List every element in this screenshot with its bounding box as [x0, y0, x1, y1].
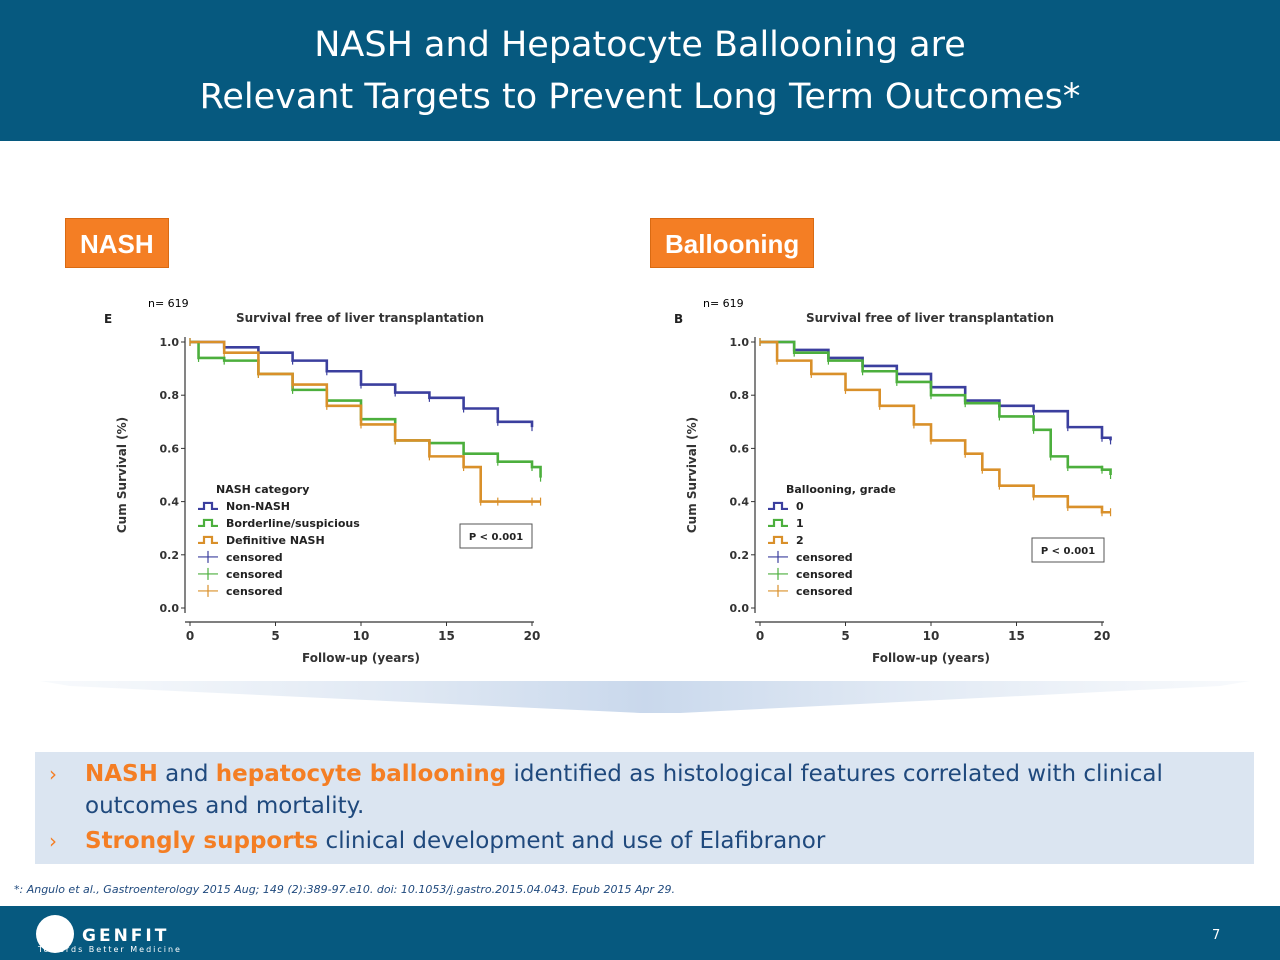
chart-title: Survival free of liver transplantation — [236, 311, 484, 325]
legend-label: censored — [796, 551, 853, 564]
legend-label: censored — [226, 568, 283, 581]
bullet-item: › NASH and hepatocyte ballooning identif… — [49, 758, 1245, 790]
y-tick-label: 0.6 — [160, 442, 180, 455]
x-tick-label: 10 — [923, 629, 940, 643]
x-tick-label: 20 — [1094, 629, 1111, 643]
bullet-item: › Strongly supports clinical development… — [49, 825, 1245, 857]
ballooning-survival-chart: B Survival free of liver transplantation 0… — [670, 305, 1120, 675]
x-axis-title: Follow-up (years) — [872, 651, 990, 665]
legend-label: censored — [796, 585, 853, 598]
x-tick-label: 5 — [841, 629, 849, 643]
legend-label: Definitive NASH — [226, 534, 325, 547]
company-logo: GENFIT — [82, 926, 170, 946]
legend-label: 2 — [796, 534, 804, 547]
y-tick-label: 0.2 — [730, 549, 750, 562]
p-value-label: P < 0.001 — [469, 532, 523, 543]
p-value-box — [1031, 537, 1105, 563]
y-axis-title: Cum Survival (%) — [115, 417, 129, 533]
legend-label: censored — [226, 585, 283, 598]
x-tick-label: 15 — [438, 629, 455, 643]
nash-tag: NASH — [65, 218, 169, 268]
ballooning-tag: Ballooning — [650, 218, 815, 268]
y-tick-label: 0.8 — [730, 389, 750, 402]
legend-swatch — [768, 535, 788, 545]
y-tick-label: 0.0 — [730, 602, 750, 615]
bullet-highlight: NASH — [85, 761, 158, 787]
legend-label: 1 — [796, 517, 804, 530]
y-tick-label: 0.8 — [160, 389, 180, 402]
x-tick-label: 10 — [353, 629, 370, 643]
survival-line-0 — [760, 340, 1112, 441]
y-tick-label: 0.4 — [160, 496, 180, 509]
y-tick-label: 0.2 — [160, 549, 180, 562]
genfit-logo-icon — [36, 915, 74, 953]
bullet-highlight: hepatocyte ballooning — [215, 761, 507, 787]
bullet-text: clinical development and use of Elafibra… — [318, 828, 826, 854]
chart-title: Survival free of liver transplantation — [806, 311, 1054, 325]
nash-survival-chart-svg: E Survival free of liver transplantation 0… — [104, 311, 542, 665]
legend-label: censored — [796, 568, 853, 581]
y-tick-label: 0.6 — [730, 442, 750, 455]
nash-survival-chart: E Survival free of liver transplantation 0… — [100, 305, 550, 675]
x-tick-label: 5 — [271, 629, 279, 643]
bullet-marker-icon: › — [49, 762, 57, 786]
legend-swatch — [198, 501, 218, 511]
survival-line-2 — [760, 340, 1111, 514]
y-tick-label: 0.4 — [730, 496, 750, 509]
legend-label: Borderline/suspicious — [226, 517, 360, 530]
ballooning-sample-size: n= 619 — [703, 297, 744, 310]
panel-label: E — [104, 312, 112, 326]
p-value-box — [459, 523, 533, 549]
x-tick-label: 0 — [186, 629, 194, 643]
legend-swatch — [198, 535, 218, 545]
footer-bar — [0, 906, 1280, 960]
x-tick-label: 20 — [524, 629, 541, 643]
citation-footnote: *: Angulo et al., Gastroenterology 2015 … — [14, 883, 675, 896]
bullet-text: and — [157, 761, 216, 787]
legend-swatch — [768, 501, 788, 511]
company-tagline: Towards Better Medicine — [38, 945, 182, 954]
x-tick-label: 15 — [1008, 629, 1025, 643]
legend-title: Ballooning, grade — [786, 483, 896, 496]
title-bar: NASH and Hepatocyte Ballooning are Relev… — [0, 0, 1280, 141]
bullet-text: identified as histological features corr… — [506, 761, 1163, 787]
x-tick-label: 0 — [756, 629, 764, 643]
section-divider-swoosh — [40, 681, 1250, 713]
bullet-marker-icon: › — [49, 829, 57, 853]
legend-swatch — [768, 518, 788, 528]
nash-sample-size: n= 619 — [148, 297, 189, 310]
legend-swatch — [198, 518, 218, 528]
y-tick-label: 0.0 — [160, 602, 180, 615]
slide-title-line-1: NASH and Hepatocyte Ballooning are — [314, 25, 966, 65]
bullet-continuation: outcomes and mortality. — [85, 793, 365, 819]
bullet-highlight: Strongly supports — [85, 828, 319, 854]
key-findings-box: › NASH and hepatocyte ballooning identif… — [35, 752, 1254, 864]
survival-line-definitive-nash — [190, 340, 541, 503]
slide-title-line-2: Relevant Targets to Prevent Long Term Ou… — [199, 77, 1081, 117]
ballooning-survival-chart-svg: B Survival free of liver transplantation 0… — [674, 311, 1112, 665]
legend-label: censored — [226, 551, 283, 564]
panel-label: B — [674, 312, 683, 326]
y-axis-title: Cum Survival (%) — [685, 417, 699, 533]
p-value-label: P < 0.001 — [1041, 546, 1095, 557]
y-tick-label: 1.0 — [160, 336, 180, 349]
legend-label: Non-NASH — [226, 500, 290, 513]
legend-label: 0 — [796, 500, 804, 513]
legend-title: NASH category — [216, 483, 309, 496]
x-axis-title: Follow-up (years) — [302, 651, 420, 665]
y-tick-label: 1.0 — [730, 336, 750, 349]
survival-line-borderline-suspicious — [190, 340, 542, 478]
page-number: 7 — [1212, 928, 1221, 943]
